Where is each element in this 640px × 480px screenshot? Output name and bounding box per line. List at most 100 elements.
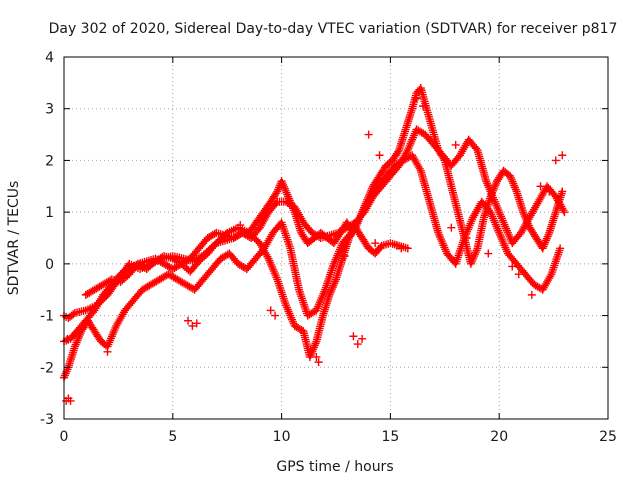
y-tick-label: 2 (45, 153, 54, 169)
data-point (466, 259, 475, 268)
data-point (558, 187, 567, 196)
data-point (508, 177, 517, 186)
data-point (263, 252, 272, 261)
data-point (70, 342, 79, 351)
x-tick-label: 20 (490, 429, 508, 445)
data-point (326, 288, 335, 297)
series-scattered-points (62, 94, 567, 405)
data-point (392, 241, 401, 250)
data-point (543, 232, 552, 241)
data-point (311, 339, 320, 348)
data-point (136, 259, 145, 268)
data-point (73, 336, 82, 345)
data-point (470, 252, 479, 261)
x-tick-label: 5 (168, 429, 177, 445)
y-tick-label: 0 (45, 257, 54, 273)
x-tick-label: 15 (381, 429, 399, 445)
data-point (279, 180, 288, 189)
data-point (538, 244, 547, 253)
data-point (271, 199, 280, 208)
data-point (560, 208, 569, 217)
data-point (397, 244, 406, 253)
data-point (415, 164, 424, 173)
data-point (519, 210, 528, 219)
data-marks (60, 84, 569, 405)
y-tick-label: 3 (45, 102, 54, 118)
y-tick-label: -3 (40, 412, 54, 428)
data-point (556, 244, 565, 253)
data-point (312, 352, 321, 361)
data-point (468, 255, 477, 264)
data-point (542, 234, 551, 243)
data-point (74, 332, 83, 341)
data-point (559, 206, 568, 215)
data-point (371, 239, 380, 248)
data-point (63, 334, 72, 343)
data-point (511, 185, 520, 194)
data-point (469, 254, 478, 263)
data-point (278, 179, 287, 188)
data-point (472, 246, 481, 255)
data-point (280, 182, 289, 191)
data-point (328, 283, 337, 292)
data-point (447, 223, 456, 232)
data-point (340, 252, 349, 261)
data-point (419, 102, 428, 111)
data-point (306, 351, 315, 360)
data-point (541, 236, 550, 245)
data-point (470, 250, 479, 259)
data-point (280, 184, 289, 193)
data-point (358, 334, 367, 343)
series-track-c (60, 151, 565, 382)
data-point (188, 321, 197, 330)
data-point (282, 188, 291, 197)
data-point (103, 347, 112, 356)
data-point (394, 147, 403, 156)
data-point (310, 341, 319, 350)
data-point (327, 287, 336, 296)
data-point (467, 257, 476, 266)
data-point (329, 281, 338, 290)
data-point (184, 316, 193, 325)
data-point (66, 396, 75, 405)
data-point (541, 238, 550, 247)
series-track-a (60, 84, 567, 323)
data-point (308, 347, 317, 356)
data-point (451, 140, 460, 149)
series-track-d (81, 223, 412, 361)
axes: 0 5 10 15 20 25 -3 -2 -1 0 1 2 3 4 (40, 50, 617, 445)
data-point (492, 179, 501, 188)
data-point (353, 340, 362, 349)
data-point (309, 345, 318, 354)
data-point (551, 156, 560, 165)
data-point (471, 248, 480, 257)
x-tick-label: 25 (599, 429, 617, 445)
data-point (545, 187, 554, 196)
data-point (508, 262, 517, 271)
data-point (266, 306, 275, 315)
y-tick-label: 1 (45, 205, 54, 221)
x-tick-label: 0 (60, 429, 69, 445)
data-point (375, 151, 384, 160)
data-point (506, 173, 515, 182)
data-point (331, 277, 340, 286)
data-point (74, 334, 83, 343)
data-point (192, 319, 201, 328)
data-point (307, 349, 316, 358)
data-point (71, 340, 80, 349)
data-point (325, 290, 334, 299)
y-tick-label: 4 (45, 50, 54, 66)
data-point (519, 208, 528, 217)
chart-title: Day 302 of 2020, Sidereal Day-to-day VTE… (49, 21, 618, 37)
data-point (349, 332, 358, 341)
data-point (539, 242, 548, 251)
data-point (309, 343, 318, 352)
plot-frame (63, 56, 609, 420)
data-point (76, 329, 85, 338)
data-point (506, 171, 515, 180)
data-point (491, 180, 500, 189)
data-point (72, 338, 81, 347)
data-point (546, 272, 555, 281)
x-tick-label: 10 (273, 429, 291, 445)
data-point (283, 190, 292, 199)
